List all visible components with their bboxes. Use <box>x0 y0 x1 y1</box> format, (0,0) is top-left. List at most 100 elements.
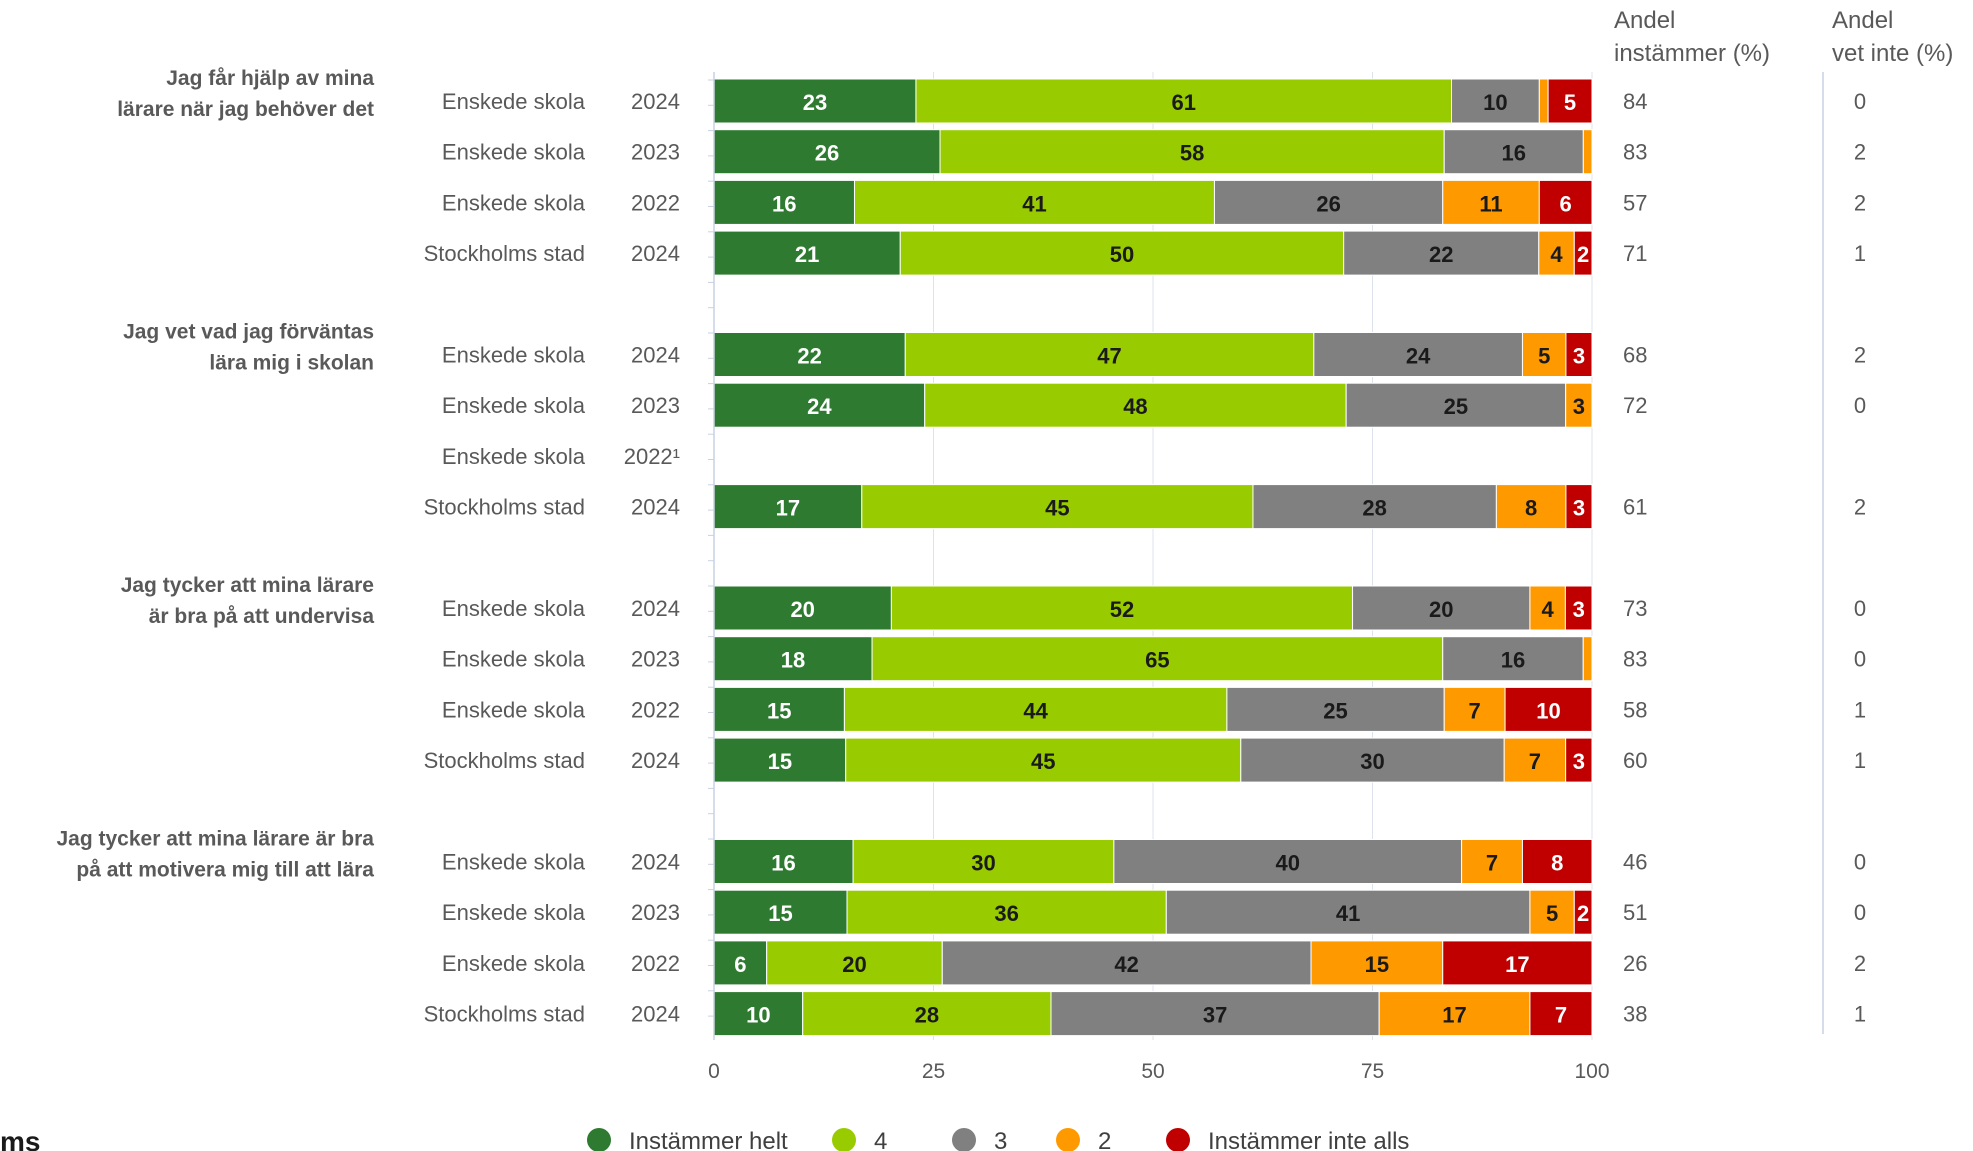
question-label: på att motivera mig till att lära <box>76 859 374 882</box>
andel-instammer-value: 51 <box>1623 900 1647 925</box>
bar-value-label: 3 <box>1573 597 1585 622</box>
legend-label: Instämmer inte alls <box>1208 1128 1409 1151</box>
bar-segment <box>713 332 906 377</box>
bar-value-label: 44 <box>1023 698 1048 723</box>
bar-value-label: 16 <box>1501 648 1525 673</box>
andel-vet-inte-value: 1 <box>1854 697 1866 722</box>
bar-value-label: 24 <box>1406 344 1431 369</box>
row-unit-label: Stockholms stad <box>424 1002 585 1027</box>
bar-segment <box>1461 839 1523 884</box>
row-unit-label: Enskede skola <box>442 900 586 925</box>
question-label: Jag får hjälp av mina <box>166 67 374 90</box>
bar-segment <box>1451 78 1540 124</box>
bar-segment <box>939 129 1445 175</box>
bar-segment <box>852 839 1115 884</box>
andel-instammer-value: 71 <box>1623 241 1647 266</box>
andel-vet-inte-value: 0 <box>1854 850 1866 875</box>
labels-layer: Jag får hjälp av mina lärare när jag behö… <box>56 67 1866 1028</box>
legend-label: 4 <box>874 1128 887 1151</box>
andel-vet-inte-value: 1 <box>1854 241 1866 266</box>
row-unit-label: Stockholms stad <box>424 495 585 520</box>
andel-instammer-value: 72 <box>1623 393 1647 418</box>
bar-segment <box>1240 737 1505 783</box>
bar-value-label: 17 <box>1442 1003 1466 1028</box>
legend-marker <box>952 1128 976 1151</box>
legend-marker <box>1056 1128 1080 1151</box>
bar-segment <box>1226 686 1445 732</box>
andel-vet-inte-value: 1 <box>1854 748 1866 773</box>
row-unit-label: Enskede skola <box>442 190 586 215</box>
legend: Instämmer helt 4 3 2 Instämmer inte alls <box>587 1128 1409 1151</box>
row-year-label: 2023 <box>631 647 680 672</box>
bar-value-label: 16 <box>771 851 795 876</box>
bar-value-label: 3 <box>1573 496 1585 521</box>
bar-value-label: 6 <box>734 952 746 977</box>
bar-value-label: 52 <box>1110 597 1134 622</box>
legend-label: Instämmer helt <box>629 1128 788 1151</box>
bar-value-label: 26 <box>1316 191 1340 216</box>
question-label: lärare när jag behöver det <box>117 98 374 121</box>
bar-value-label: 3 <box>1573 749 1585 774</box>
bar-segment <box>1538 230 1575 276</box>
bar-value-label: 28 <box>1362 496 1386 521</box>
legend-marker <box>587 1128 611 1151</box>
header-andel-instammer-line2: instämmer (%) <box>1614 40 1770 67</box>
bar-segment <box>1565 737 1593 783</box>
bar-segment <box>1443 686 1506 732</box>
legend-marker <box>832 1128 856 1151</box>
andel-instammer-value: 57 <box>1623 190 1647 215</box>
bar-segment <box>915 78 1453 124</box>
column-headers: Andel instämmer (%) Andel vet inte (%) <box>1614 7 1953 67</box>
bar-value-label: 6 <box>1560 191 1572 216</box>
bar-value-label: 10 <box>1483 90 1507 115</box>
row-unit-label: Stockholms stad <box>424 748 585 773</box>
andel-vet-inte-value: 0 <box>1854 89 1866 114</box>
bar-value-label: 25 <box>1444 394 1468 419</box>
andel-vet-inte-value: 2 <box>1854 190 1866 215</box>
bar-value-label: 3 <box>1573 344 1585 369</box>
bar-segment <box>1538 78 1549 124</box>
bar-segment <box>713 737 847 783</box>
row-year-label: 2024 <box>631 1002 680 1027</box>
header-andel-instammer-line1: Andel <box>1614 7 1675 34</box>
header-andel-vet-inte-line2: vet inte (%) <box>1832 40 1953 67</box>
bar-value-label: 17 <box>776 496 800 521</box>
row-year-label: 2022 <box>631 190 680 215</box>
bar-value-label: 5 <box>1538 344 1550 369</box>
bar-segment <box>1547 78 1593 124</box>
bar-value-label: 36 <box>994 901 1018 926</box>
row-unit-label: Enskede skola <box>442 343 586 368</box>
bar-segment <box>1564 585 1593 631</box>
andel-vet-inte-value: 0 <box>1854 393 1866 418</box>
bar-value-label: 42 <box>1114 952 1138 977</box>
bar-value-label: 41 <box>1336 901 1360 926</box>
bar-segment <box>1343 230 1540 276</box>
bar-segment <box>713 230 901 276</box>
row-year-label: 2024 <box>631 343 680 368</box>
bar-value-label: 50 <box>1110 242 1134 267</box>
bar-value-label: 5 <box>1564 90 1576 115</box>
andel-instammer-value: 84 <box>1623 89 1647 114</box>
bar-value-label: 5 <box>1546 901 1558 926</box>
row-unit-label: Enskede skola <box>442 697 586 722</box>
row-year-label: 2024 <box>631 495 680 520</box>
legend-label: 2 <box>1098 1128 1111 1151</box>
bar-value-label: 8 <box>1525 496 1537 521</box>
andel-vet-inte-value: 0 <box>1854 596 1866 621</box>
bar-value-label: 16 <box>1502 141 1526 166</box>
bar-value-label: 15 <box>768 901 792 926</box>
bar-value-label: 26 <box>815 141 839 166</box>
legend-label: 3 <box>994 1128 1007 1151</box>
andel-instammer-value: 83 <box>1623 140 1647 165</box>
row-unit-label: Enskede skola <box>442 951 586 976</box>
bar-value-label: 28 <box>915 1003 939 1028</box>
bar-segment <box>1443 129 1584 175</box>
andel-vet-inte-value: 0 <box>1854 900 1866 925</box>
bar-segment <box>1521 839 1593 884</box>
bar-value-label: 10 <box>746 1003 770 1028</box>
bar-value-label: 15 <box>1365 952 1389 977</box>
bar-value-label: 24 <box>807 394 832 419</box>
bar-segment <box>1310 940 1444 986</box>
bar-value-label: 7 <box>1529 749 1541 774</box>
bar-segment <box>890 585 1354 631</box>
